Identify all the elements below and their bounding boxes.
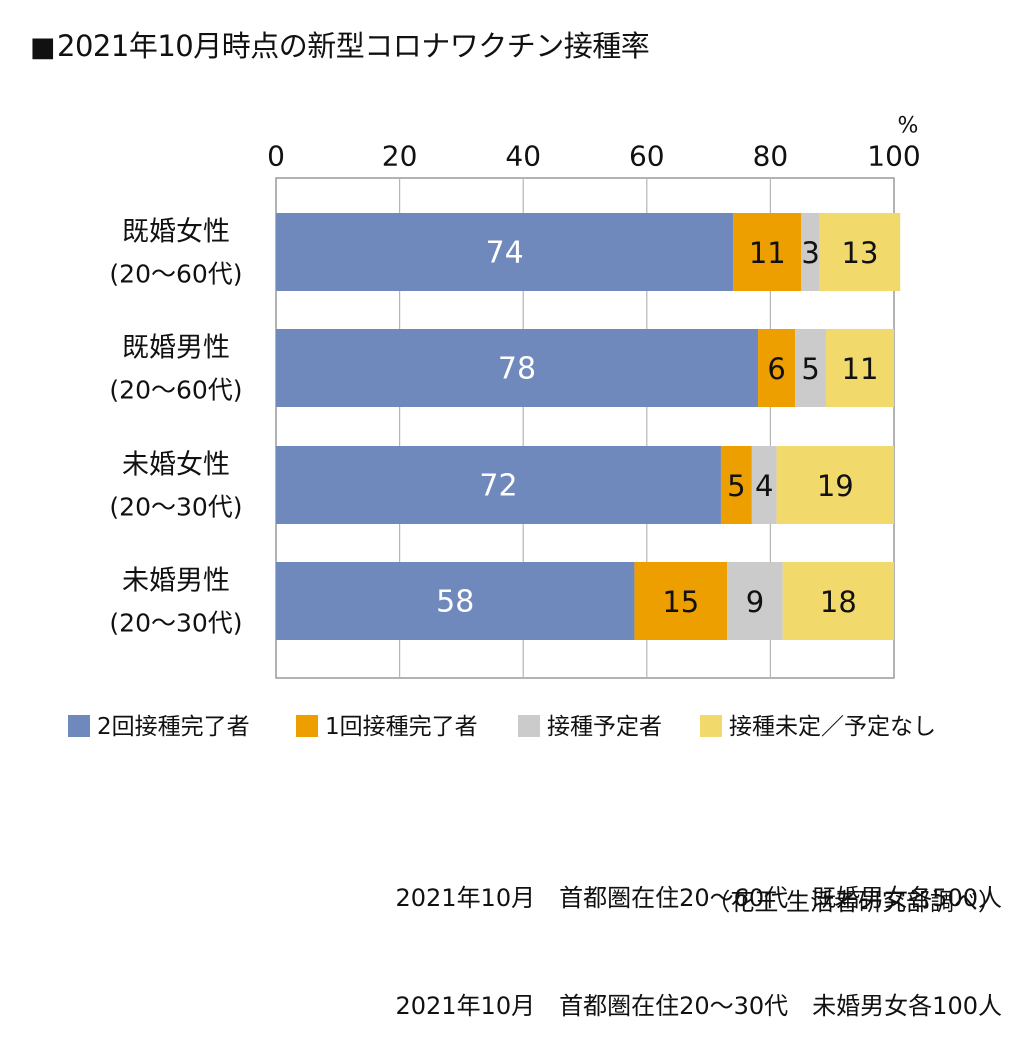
bar-2-series-4 xyxy=(826,329,894,407)
bar-label-1-series-4: 13 xyxy=(842,236,879,270)
category-label-2: 既婚男性 xyxy=(122,333,230,364)
x-tick-label-100: 100 xyxy=(867,140,920,173)
legend-label-2: 1回接種完了者 xyxy=(325,714,478,740)
bar-label-4-series-2: 15 xyxy=(662,585,699,619)
legend-swatch-1 xyxy=(68,715,90,737)
category-sublabel-1: (20〜60代) xyxy=(109,260,242,289)
bar-4-series-2 xyxy=(634,562,728,640)
x-tick-label-60: 60 xyxy=(629,140,665,173)
legend-swatch-4 xyxy=(700,715,722,737)
title-marker: ■ xyxy=(30,32,56,63)
bar-3-series-3 xyxy=(751,446,777,524)
legend-label-1: 2回接種完了者 xyxy=(97,714,250,740)
bar-label-3-series-3: 4 xyxy=(755,469,773,503)
category-sublabel-4: (20〜30代) xyxy=(109,609,242,638)
bar-label-2-series-4: 11 xyxy=(842,352,879,386)
category-sublabel-2: (20〜60代) xyxy=(109,376,242,405)
x-tick-label-20: 20 xyxy=(382,140,418,173)
chart-title-text: 2021年10月時点の新型コロナワクチン接種率 xyxy=(57,29,650,63)
bar-1-series-3 xyxy=(801,213,820,291)
bar-2-series-3 xyxy=(795,329,827,407)
survey-notes: 2021年10月 首都圏在住20〜60代 既婚男女各500人 2021年10月 … xyxy=(395,808,1002,1060)
bar-label-4-series-1: 58 xyxy=(436,585,474,620)
bar-label-4-series-4: 18 xyxy=(820,585,857,619)
survey-note-1: 2021年10月 首都圏在住20〜60代 既婚男女各500人 xyxy=(395,884,1002,912)
unit-label: % xyxy=(898,114,919,139)
bar-label-4-series-3: 9 xyxy=(746,585,764,619)
category-label-4: 未婚男性 xyxy=(122,566,230,597)
bar-label-3-series-1: 72 xyxy=(479,469,517,504)
category-label-3: 未婚女性 xyxy=(122,450,230,481)
bar-label-2-series-2: 6 xyxy=(767,352,785,386)
x-tick-label-80: 80 xyxy=(753,140,789,173)
category-sublabel-3: (20〜30代) xyxy=(109,493,242,522)
bar-4-series-3 xyxy=(727,562,783,640)
legend-label-4: 接種未定／予定なし xyxy=(729,714,936,740)
bar-label-2-series-1: 78 xyxy=(498,352,536,387)
bar-3-series-2 xyxy=(720,446,752,524)
x-tick-label-0: 0 xyxy=(267,140,285,173)
bar-label-1-series-2: 11 xyxy=(749,236,786,270)
stacked-bar-chart: 0 20 40 60 80 100% 既婚女性 (20〜60代) 既婚男性 (20〜60代) 未婚女… xyxy=(68,114,936,740)
bar-label-1-series-3: 3 xyxy=(801,236,819,270)
legend-swatch-2 xyxy=(296,715,318,737)
bar-1-series-2 xyxy=(733,213,802,291)
source-credit: （花王 生活者研究部調べ） xyxy=(706,888,1002,916)
chart-title: ■2021年10月時点の新型コロナワクチン接種率 xyxy=(30,26,650,68)
bar-1-series-1 xyxy=(276,213,734,291)
bar-2-series-2 xyxy=(758,329,796,407)
legend-label-3: 接種予定者 xyxy=(547,714,662,740)
category-label-1: 既婚女性 xyxy=(122,217,230,248)
bar-2-series-1 xyxy=(276,329,759,407)
bar-3-series-1 xyxy=(276,446,721,524)
bar-4-series-1 xyxy=(276,562,635,640)
bar-1-series-4 xyxy=(819,213,901,291)
bar-label-2-series-3: 5 xyxy=(801,352,819,386)
legend-swatch-3 xyxy=(518,715,540,737)
bar-label-3-series-2: 5 xyxy=(727,469,745,503)
bar-label-3-series-4: 19 xyxy=(817,469,854,503)
bar-label-1-series-1: 74 xyxy=(486,236,524,271)
survey-note-2: 2021年10月 首都圏在住20〜30代 未婚男女各100人 xyxy=(395,992,1002,1020)
bar-4-series-4 xyxy=(782,562,894,640)
bar-3-series-4 xyxy=(776,446,894,524)
x-tick-label-40: 40 xyxy=(505,140,541,173)
